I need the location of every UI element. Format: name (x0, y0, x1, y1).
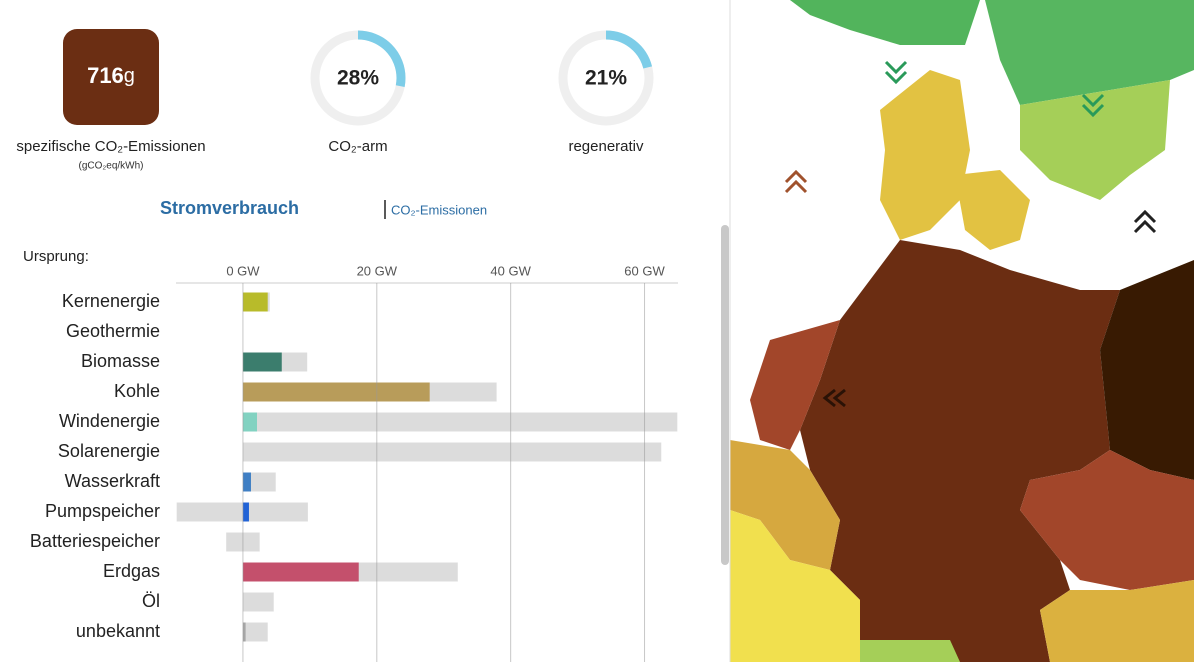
category-label: Öl (142, 591, 160, 611)
capacity-bar (242, 622, 268, 642)
region-sweden[interactable] (985, 0, 1194, 105)
region-austria[interactable] (1040, 580, 1194, 662)
production-bar (242, 502, 249, 522)
gauge-arc (558, 30, 654, 126)
arrow (884, 70, 908, 85)
gauge-caption: CO₂-arm (328, 138, 387, 155)
intensity-number: 716 (87, 63, 124, 88)
category-label: Pumpspeicher (45, 501, 160, 521)
intensity-sublabel: (gCO₂eq/kWh) (78, 161, 143, 172)
arrow (1081, 103, 1105, 118)
production-bar (242, 412, 257, 432)
category-label: Erdgas (103, 561, 160, 581)
tab-active[interactable]: Stromverbrauch (160, 198, 299, 218)
gauge-arc (310, 30, 406, 126)
production-bar (242, 382, 430, 402)
arrow (1133, 209, 1157, 224)
category-label: Kernenergie (62, 291, 160, 311)
category-label: Kohle (114, 381, 160, 401)
gauge-label: 21% (585, 67, 627, 90)
region-france[interactable] (730, 510, 860, 662)
arrow (822, 388, 836, 408)
category-label: Biomasse (81, 351, 160, 371)
region-norway[interactable] (790, 0, 980, 45)
arrow (784, 179, 808, 194)
gauge-label: 28% (337, 67, 379, 90)
region-poland[interactable] (1100, 260, 1194, 480)
region-germany[interactable] (800, 240, 1120, 662)
region-belgium[interactable] (730, 440, 840, 570)
capacity-bar (242, 442, 662, 462)
intensity-unit: g (124, 65, 135, 87)
capacity-bar (242, 412, 678, 432)
x-tick-label: 0 GW (226, 263, 260, 278)
production-bar (242, 352, 282, 372)
arrow (884, 60, 908, 75)
map[interactable] (730, 0, 1194, 662)
category-label: Geothermie (66, 321, 160, 341)
capacity-bar (176, 502, 308, 522)
x-tick-label: 20 GW (357, 263, 398, 278)
arrow (832, 388, 846, 408)
category-label: Windenergie (59, 411, 160, 431)
production-bar (242, 622, 246, 642)
tab-other[interactable]: CO₂-Emissionen (391, 202, 487, 217)
category-label: Solarenergie (58, 441, 160, 461)
capacity-bar (242, 472, 276, 492)
exchange-arrows (784, 60, 1157, 408)
region-sweden-south[interactable] (1020, 80, 1170, 200)
arrow (784, 169, 808, 184)
region-czechia[interactable] (1020, 450, 1194, 590)
production-bar (242, 562, 359, 582)
x-tick-label: 40 GW (490, 263, 531, 278)
category-label: Batteriespeicher (30, 531, 160, 551)
region-switzerland[interactable] (860, 640, 960, 662)
production-bar (242, 472, 251, 492)
region-denmark-west[interactable] (880, 70, 970, 240)
region-netherlands[interactable] (750, 320, 840, 450)
arrow (1081, 93, 1105, 108)
arrow (1133, 219, 1157, 234)
category-label: unbekannt (76, 621, 160, 641)
axis-title: Ursprung: (23, 248, 89, 265)
intensity-label: spezifische CO₂-Emissionen (16, 138, 205, 155)
category-label: Wasserkraft (65, 471, 160, 491)
production-bar (242, 292, 268, 312)
intensity-box (63, 29, 159, 125)
intensity-value: 716g (87, 63, 135, 88)
capacity-bar (242, 592, 274, 612)
x-tick-label: 60 GW (624, 263, 665, 278)
region-denmark-east[interactable] (955, 170, 1030, 250)
scrollbar[interactable] (721, 225, 729, 565)
gauge-caption: regenerativ (568, 138, 644, 155)
